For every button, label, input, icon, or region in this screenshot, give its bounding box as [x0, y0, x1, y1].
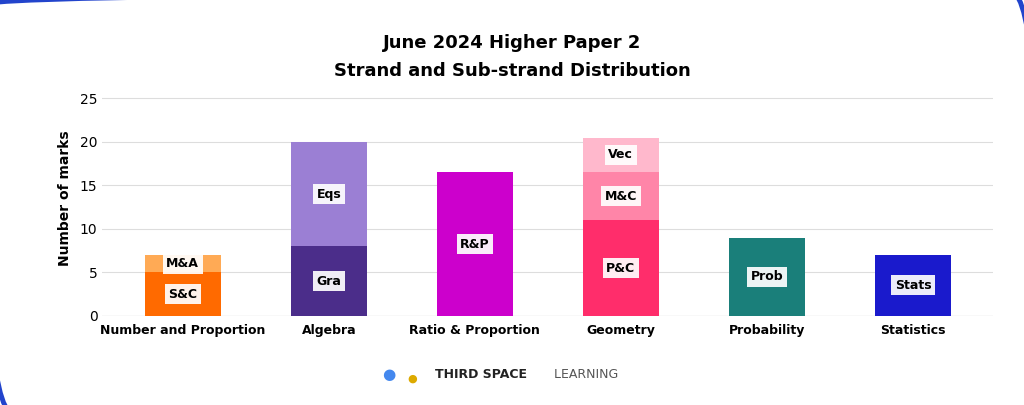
- Text: Prob: Prob: [751, 270, 783, 283]
- Text: P&C: P&C: [606, 262, 636, 275]
- Text: Stats: Stats: [895, 279, 931, 292]
- Bar: [437, 173, 513, 316]
- Bar: [291, 142, 367, 246]
- Bar: [583, 220, 658, 316]
- Text: R&P: R&P: [460, 238, 489, 251]
- Text: LEARNING: LEARNING: [550, 368, 618, 381]
- Text: June 2024 Higher Paper 2: June 2024 Higher Paper 2: [383, 34, 641, 51]
- Bar: [144, 255, 221, 273]
- Text: THIRD SPACE: THIRD SPACE: [435, 368, 527, 381]
- Bar: [291, 246, 367, 316]
- Text: Vec: Vec: [608, 149, 633, 162]
- Text: Strand and Sub-strand Distribution: Strand and Sub-strand Distribution: [334, 62, 690, 80]
- Text: Gra: Gra: [316, 275, 341, 288]
- Text: ●: ●: [383, 367, 395, 382]
- Text: S&C: S&C: [168, 288, 198, 301]
- Text: Eqs: Eqs: [316, 188, 341, 200]
- Bar: [729, 238, 805, 316]
- Y-axis label: Number of marks: Number of marks: [57, 131, 72, 266]
- Text: ●: ●: [408, 374, 418, 384]
- Bar: [874, 255, 951, 316]
- Text: M&A: M&A: [166, 257, 199, 270]
- Text: M&C: M&C: [605, 190, 637, 203]
- Bar: [144, 273, 221, 316]
- Bar: [583, 138, 658, 173]
- Bar: [583, 173, 658, 220]
